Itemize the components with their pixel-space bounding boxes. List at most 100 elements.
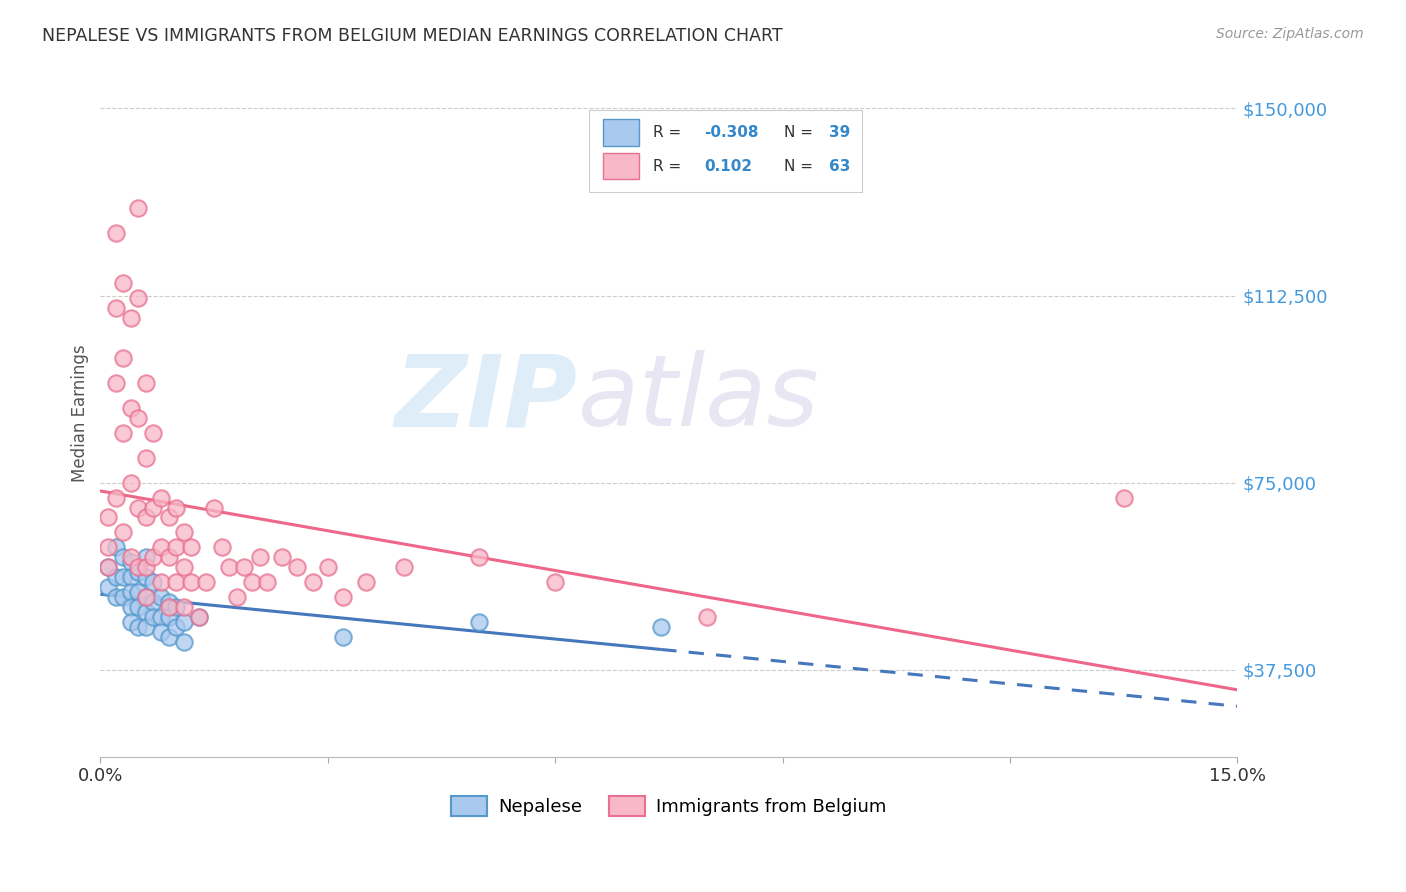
Point <box>97 580 120 594</box>
Point <box>157 510 180 524</box>
Text: NEPALESE VS IMMIGRANTS FROM BELGIUM MEDIAN EARNINGS CORRELATION CHART: NEPALESE VS IMMIGRANTS FROM BELGIUM MEDI… <box>42 27 783 45</box>
Point <box>120 570 142 584</box>
Point <box>165 620 187 634</box>
Point <box>195 575 218 590</box>
Point <box>233 560 256 574</box>
Point <box>97 560 120 574</box>
Point <box>127 620 149 634</box>
FancyBboxPatch shape <box>603 120 640 145</box>
Point <box>127 291 149 305</box>
Point <box>316 560 339 574</box>
Point <box>354 575 377 590</box>
Point <box>135 560 157 574</box>
Point <box>104 570 127 584</box>
Point <box>97 541 120 555</box>
Text: R =: R = <box>652 159 690 174</box>
Point <box>332 591 354 605</box>
Point <box>165 541 187 555</box>
Point <box>120 475 142 490</box>
Point <box>165 575 187 590</box>
Point <box>165 600 187 615</box>
Point <box>157 595 180 609</box>
Point <box>120 585 142 599</box>
Point <box>240 575 263 590</box>
Point <box>135 510 157 524</box>
Point <box>112 570 135 584</box>
Point <box>104 376 127 390</box>
Point <box>104 541 127 555</box>
Point <box>1112 491 1135 505</box>
Point <box>544 575 567 590</box>
Point <box>173 600 195 615</box>
Point <box>187 610 209 624</box>
Point <box>135 620 157 634</box>
Point <box>97 510 120 524</box>
FancyBboxPatch shape <box>589 110 862 193</box>
Point <box>120 550 142 565</box>
Point <box>150 610 173 624</box>
Point <box>150 491 173 505</box>
Text: 39: 39 <box>830 125 851 140</box>
Point <box>127 500 149 515</box>
Point <box>112 591 135 605</box>
Point <box>104 591 127 605</box>
Point <box>650 620 672 634</box>
Point <box>165 500 187 515</box>
Text: N =: N = <box>783 125 817 140</box>
Point <box>135 605 157 619</box>
Point <box>180 575 202 590</box>
FancyBboxPatch shape <box>603 153 640 179</box>
Text: 0.102: 0.102 <box>704 159 752 174</box>
Point <box>468 550 491 565</box>
Point <box>173 615 195 630</box>
Point <box>211 541 233 555</box>
Point <box>142 550 165 565</box>
Point <box>157 610 180 624</box>
Point <box>150 541 173 555</box>
Point <box>392 560 415 574</box>
Point <box>256 575 278 590</box>
Point <box>104 301 127 315</box>
Point <box>157 550 180 565</box>
Point <box>202 500 225 515</box>
Point <box>120 600 142 615</box>
Point <box>301 575 323 590</box>
Text: N =: N = <box>783 159 817 174</box>
Point <box>225 591 247 605</box>
Legend: Nepalese, Immigrants from Belgium: Nepalese, Immigrants from Belgium <box>444 789 894 823</box>
Text: atlas: atlas <box>578 351 820 448</box>
Point <box>104 226 127 240</box>
Point <box>112 525 135 540</box>
Point <box>112 276 135 290</box>
Point <box>127 201 149 215</box>
Point <box>120 555 142 569</box>
Point <box>135 450 157 465</box>
Point <box>120 615 142 630</box>
Point <box>468 615 491 630</box>
Point <box>127 566 149 580</box>
Point <box>157 630 180 644</box>
Point <box>120 310 142 325</box>
Point <box>142 425 165 440</box>
Point <box>97 560 120 574</box>
Point <box>127 600 149 615</box>
Point <box>287 560 309 574</box>
Point <box>249 550 271 565</box>
Text: ZIP: ZIP <box>395 351 578 448</box>
Point <box>180 541 202 555</box>
Point <box>135 591 157 605</box>
Point <box>127 560 149 574</box>
Point <box>104 491 127 505</box>
Point <box>127 410 149 425</box>
Point <box>112 550 135 565</box>
Point <box>271 550 294 565</box>
Point <box>696 610 718 624</box>
Point <box>150 625 173 640</box>
Point <box>135 591 157 605</box>
Text: Source: ZipAtlas.com: Source: ZipAtlas.com <box>1216 27 1364 41</box>
Point <box>135 550 157 565</box>
Point <box>157 600 180 615</box>
Point <box>142 610 165 624</box>
Point <box>332 630 354 644</box>
Text: 63: 63 <box>830 159 851 174</box>
